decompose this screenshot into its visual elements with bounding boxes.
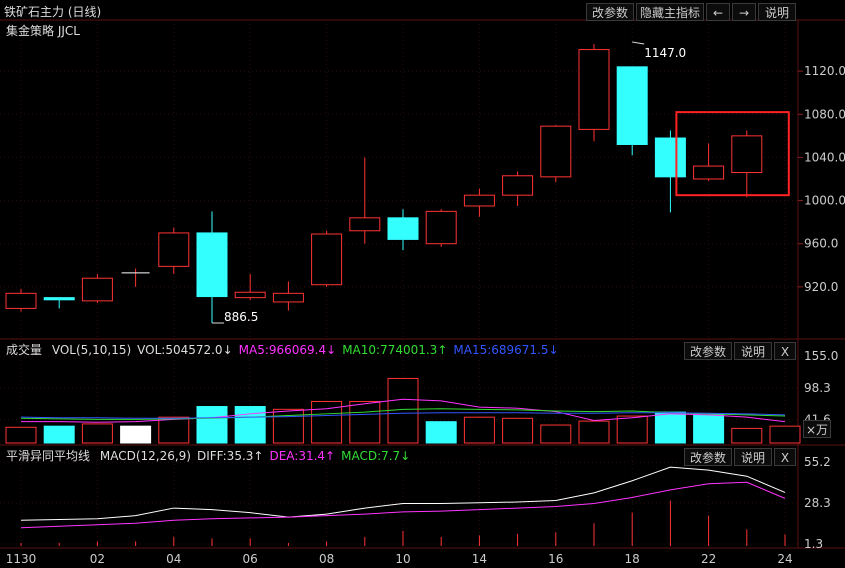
- candle-body-12: [463, 194, 495, 207]
- date-tick-label-2: 04: [166, 552, 181, 566]
- date-tick-label-4: 08: [319, 552, 334, 566]
- candle-body-2: [81, 277, 113, 302]
- volume-bar-16: [616, 415, 648, 444]
- macd-indicator-line: 平滑异同平均线 MACD(12,26,9) DIFF:35.3↑ DEA:31.4↑…: [6, 447, 422, 464]
- volume-label: 成交量: [6, 343, 43, 357]
- candle-body-1: [43, 297, 75, 301]
- volume-ma10-line: [20, 408, 786, 420]
- highlight-box: [675, 111, 790, 197]
- volume-bar-3: [120, 425, 152, 444]
- annotation-label-1: 886.5: [224, 310, 258, 324]
- macd-help-button[interactable]: 说明: [734, 448, 772, 466]
- date-tick-label-3: 06: [243, 552, 258, 566]
- date-tick-label-8: 18: [625, 552, 640, 566]
- macd-label: 平滑异同平均线: [6, 449, 91, 463]
- candle-body-5: [196, 232, 228, 298]
- volume-tick-label-2: 155.0: [804, 349, 838, 363]
- candle-body-4: [158, 232, 190, 267]
- macd-indicator-2: DEA:31.4↑: [269, 449, 336, 463]
- candle-body-14: [540, 125, 572, 178]
- macd-dea-line: [20, 481, 786, 529]
- volume-bar-12: [463, 416, 495, 444]
- volume-indicator-4: MA15:689671.5↓: [453, 343, 559, 357]
- price-tick-label-3: 1040.0: [804, 150, 845, 164]
- date-tick-label-9: 22: [701, 552, 716, 566]
- volume-close-icon[interactable]: X: [774, 342, 796, 360]
- hide-main-indicator-button[interactable]: 隐藏主指标: [636, 3, 704, 21]
- volume-indicator-0: VOL(5,10,15): [51, 343, 132, 357]
- candle-body-8: [311, 233, 343, 286]
- candle-body-18: [693, 165, 725, 180]
- volume-bar-10: [387, 377, 419, 444]
- arrow-left-icon[interactable]: ←: [706, 3, 730, 21]
- candle-body-17: [654, 137, 686, 178]
- volume-bar-9: [349, 400, 381, 444]
- volume-bar-17: [654, 411, 686, 444]
- volume-bar-0: [5, 426, 37, 444]
- volume-bar-15: [578, 420, 610, 444]
- volume-bar-7: [272, 408, 304, 444]
- volume-bar-18: [693, 414, 725, 444]
- volume-help-button[interactable]: 说明: [734, 342, 772, 360]
- volume-unit-toggle[interactable]: ×万: [803, 420, 831, 438]
- date-tick-label-10: 24: [777, 552, 792, 566]
- price-tick-label-5: 1120.0: [804, 64, 845, 78]
- price-tick-label-0: 920.0: [804, 280, 838, 294]
- date-tick-label-0: 1130: [6, 552, 37, 566]
- annotation-label-0: 1147.0: [644, 46, 686, 60]
- date-tick-label-5: 10: [395, 552, 410, 566]
- volume-ma5-line: [21, 398, 786, 423]
- volume-bar-19: [731, 427, 763, 444]
- macd-diff-line: [20, 466, 786, 521]
- date-tick-label-7: 16: [548, 552, 563, 566]
- volume-bar-14: [540, 424, 572, 444]
- candle-body-6: [234, 291, 266, 299]
- volume-indicator-3: MA10:774001.3↑: [342, 343, 448, 357]
- volume-bar-20: [769, 425, 801, 444]
- volume-bar-13: [502, 417, 534, 444]
- help-button[interactable]: 说明: [758, 3, 796, 21]
- volume-bar-11: [425, 421, 457, 444]
- candle-body-0: [5, 292, 37, 309]
- candle-body-19: [731, 135, 763, 174]
- date-tick-label-1: 02: [90, 552, 105, 566]
- volume-modify-params-button[interactable]: 改参数: [684, 342, 732, 360]
- macd-indicator-3: MACD:7.7↓: [341, 449, 411, 463]
- macd-tick-label-2: 55.2: [804, 455, 831, 469]
- volume-bar-4: [158, 416, 190, 444]
- price-tick-label-4: 1080.0: [804, 107, 845, 121]
- date-tick-label-6: 14: [472, 552, 487, 566]
- volume-indicator-2: MA5:966069.4↓: [238, 343, 337, 357]
- macd-tick-label-1: 28.3: [804, 496, 831, 510]
- arrow-right-icon[interactable]: →: [732, 3, 756, 21]
- annotation-line-0: [632, 41, 645, 45]
- candle-body-11: [425, 210, 457, 245]
- macd-modify-params-button[interactable]: 改参数: [684, 448, 732, 466]
- strategy-label: 集金策略 JJCL: [6, 24, 80, 38]
- volume-bar-1: [43, 425, 75, 444]
- macd-indicator-1: DIFF:35.3↑: [196, 449, 264, 463]
- volume-bar-2: [81, 423, 113, 444]
- volume-bar-5: [196, 406, 228, 444]
- candle-body-9: [349, 217, 381, 232]
- candle-body-13: [502, 175, 534, 196]
- candle-body-15: [578, 49, 610, 130]
- volume-ma15-line: [20, 412, 786, 419]
- candle-body-7: [272, 292, 304, 303]
- price-tick-label-1: 960.0: [804, 237, 838, 251]
- volume-tick-label-1: 98.3: [804, 381, 831, 395]
- price-tick-label-2: 1000.0: [804, 194, 845, 208]
- macd-close-icon[interactable]: X: [774, 448, 796, 466]
- volume-indicator-1: VOL:504572.0↓: [137, 343, 233, 357]
- modify-params-button[interactable]: 改参数: [586, 3, 634, 21]
- chart-title: 铁矿石主力 (日线): [4, 5, 102, 19]
- candle-body-16: [616, 66, 648, 145]
- macd-tick-label-0: 1.3: [804, 537, 823, 551]
- volume-bar-6: [234, 406, 266, 444]
- candle-body-10: [387, 217, 419, 240]
- macd-indicator-0: MACD(12,26,9): [99, 449, 191, 463]
- volume-indicator-line: 成交量 VOL(5,10,15) VOL:504572.0↓ MA5:966069.…: [6, 341, 571, 358]
